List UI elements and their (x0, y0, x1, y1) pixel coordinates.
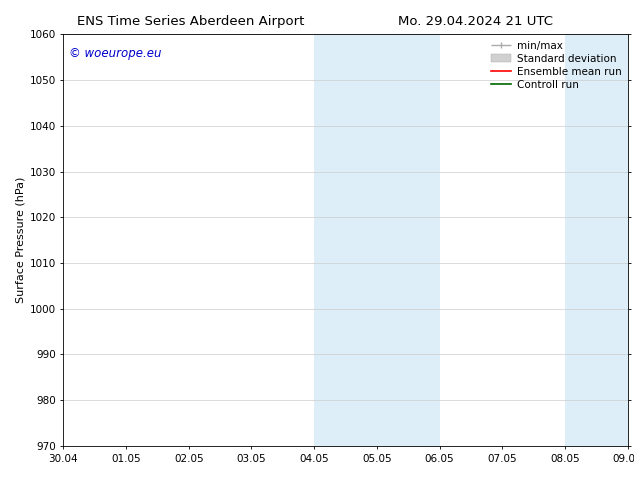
Y-axis label: Surface Pressure (hPa): Surface Pressure (hPa) (15, 177, 25, 303)
Legend: min/max, Standard deviation, Ensemble mean run, Controll run: min/max, Standard deviation, Ensemble me… (486, 36, 626, 94)
Bar (565, 34, 628, 446)
Text: Mo. 29.04.2024 21 UTC: Mo. 29.04.2024 21 UTC (398, 15, 553, 28)
Text: © woeurope.eu: © woeurope.eu (69, 47, 162, 60)
Text: ENS Time Series Aberdeen Airport: ENS Time Series Aberdeen Airport (77, 15, 304, 28)
Bar (314, 34, 439, 446)
